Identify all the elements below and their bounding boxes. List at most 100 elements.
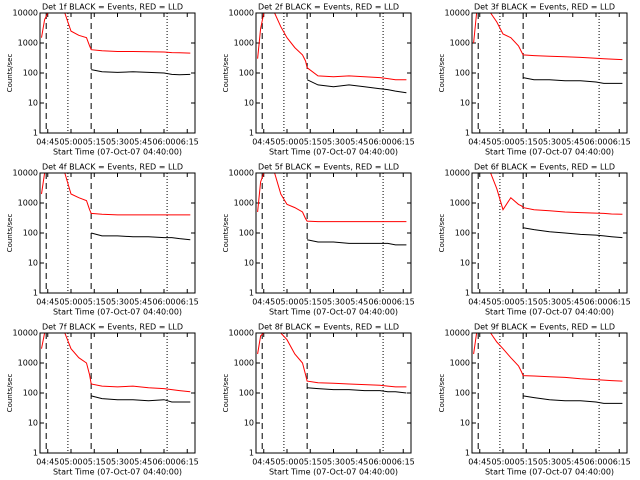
x-tick-label: 05:15 bbox=[515, 458, 538, 467]
y-tick-label: 1000 bbox=[450, 199, 470, 208]
plot-frame bbox=[39, 12, 196, 134]
chart-title: Det 3f BLACK = Events, RED = LLD bbox=[474, 3, 615, 12]
plot-frame bbox=[471, 172, 628, 294]
x-axis-label: Start Time (07-Oct-07 04:40:00) bbox=[485, 148, 614, 157]
data-line bbox=[523, 395, 623, 404]
y-tick-label: 1000 bbox=[18, 359, 38, 368]
plot-frame bbox=[39, 172, 196, 294]
y-tick-label: 10 bbox=[244, 259, 254, 268]
y-tick-label: 10000 bbox=[445, 9, 470, 18]
x-tick-label: 05:00 bbox=[275, 138, 298, 147]
y-tick-label: 10 bbox=[244, 99, 254, 108]
y-tick-label: 10 bbox=[28, 259, 38, 268]
x-tick-label: 05:30 bbox=[106, 458, 129, 467]
y-tick-label: 10000 bbox=[229, 169, 254, 178]
y-tick-label: 10 bbox=[460, 419, 470, 428]
y-axis-label: Counts/sec bbox=[6, 54, 14, 93]
x-tick-label: 05:00 bbox=[275, 458, 298, 467]
data-line bbox=[473, 12, 623, 61]
y-tick-label: 1000 bbox=[450, 359, 470, 368]
x-tick-label: 06:00 bbox=[152, 138, 175, 147]
data-line bbox=[257, 12, 407, 81]
y-tick-label: 100 bbox=[23, 229, 38, 238]
x-tick-label: 05:45 bbox=[561, 458, 584, 467]
y-tick-label: 10 bbox=[244, 419, 254, 428]
data-line bbox=[257, 172, 407, 223]
x-tick-label: 04:45 bbox=[36, 298, 59, 307]
x-tick-label: 04:45 bbox=[252, 298, 275, 307]
y-tick-label: 1 bbox=[249, 449, 254, 458]
x-tick-label: 05:30 bbox=[322, 458, 345, 467]
y-tick-label: 1 bbox=[249, 129, 254, 138]
x-axis-label: Start Time (07-Oct-07 04:40:00) bbox=[485, 468, 614, 477]
data-line bbox=[307, 387, 407, 394]
y-tick-label: 100 bbox=[455, 229, 470, 238]
x-tick-label: 06:00 bbox=[584, 298, 607, 307]
x-tick-label: 05:00 bbox=[491, 138, 514, 147]
plot-frame bbox=[255, 332, 412, 454]
x-tick-label: 05:45 bbox=[129, 138, 152, 147]
chart-title: Det 4f BLACK = Events, RED = LLD bbox=[42, 163, 183, 172]
y-tick-label: 1000 bbox=[18, 39, 38, 48]
plot-frame bbox=[39, 332, 196, 454]
y-tick-label: 100 bbox=[239, 69, 254, 78]
x-tick-label: 06:00 bbox=[152, 458, 175, 467]
y-axis-label: Counts/sec bbox=[438, 374, 446, 413]
y-tick-label: 1 bbox=[465, 129, 470, 138]
data-line bbox=[91, 232, 191, 241]
x-tick-label: 06:15 bbox=[176, 138, 199, 147]
data-line bbox=[257, 332, 407, 388]
data-line bbox=[473, 332, 623, 382]
y-tick-label: 1000 bbox=[234, 39, 254, 48]
y-tick-label: 100 bbox=[455, 69, 470, 78]
y-tick-label: 1 bbox=[249, 289, 254, 298]
y-tick-label: 1 bbox=[33, 129, 38, 138]
x-tick-label: 05:15 bbox=[299, 298, 322, 307]
x-tick-label: 05:15 bbox=[83, 138, 106, 147]
x-tick-label: 05:15 bbox=[299, 138, 322, 147]
x-tick-label: 06:00 bbox=[152, 298, 175, 307]
y-axis-label: Counts/sec bbox=[222, 374, 230, 413]
y-tick-label: 1000 bbox=[234, 359, 254, 368]
y-tick-label: 10 bbox=[460, 99, 470, 108]
y-tick-label: 1000 bbox=[18, 199, 38, 208]
data-line bbox=[306, 79, 407, 94]
y-tick-label: 1 bbox=[465, 289, 470, 298]
x-tick-label: 06:15 bbox=[608, 298, 631, 307]
x-tick-label: 05:30 bbox=[538, 298, 561, 307]
x-tick-label: 05:30 bbox=[322, 298, 345, 307]
y-tick-label: 100 bbox=[23, 389, 38, 398]
x-tick-label: 06:00 bbox=[368, 138, 391, 147]
x-tick-label: 05:00 bbox=[491, 298, 514, 307]
x-tick-label: 04:45 bbox=[252, 138, 275, 147]
chart-title: Det 7f BLACK = Events, RED = LLD bbox=[42, 323, 183, 332]
x-tick-label: 05:30 bbox=[538, 458, 561, 467]
x-tick-label: 06:15 bbox=[392, 138, 415, 147]
x-tick-label: 05:00 bbox=[59, 298, 82, 307]
y-axis-label: Counts/sec bbox=[222, 214, 230, 253]
x-tick-label: 05:00 bbox=[59, 458, 82, 467]
x-tick-label: 04:45 bbox=[468, 298, 491, 307]
chart-title: Det 9f BLACK = Events, RED = LLD bbox=[474, 323, 615, 332]
x-tick-label: 05:15 bbox=[83, 458, 106, 467]
chart-title: Det 5f BLACK = Events, RED = LLD bbox=[258, 163, 399, 172]
y-axis-label: Counts/sec bbox=[6, 214, 14, 253]
x-tick-label: 06:00 bbox=[368, 298, 391, 307]
y-tick-label: 10000 bbox=[229, 329, 254, 338]
x-tick-label: 06:15 bbox=[176, 458, 199, 467]
x-axis-label: Start Time (07-Oct-07 04:40:00) bbox=[269, 468, 398, 477]
x-tick-label: 04:45 bbox=[468, 458, 491, 467]
x-tick-label: 04:45 bbox=[36, 458, 59, 467]
y-tick-label: 1000 bbox=[234, 199, 254, 208]
x-tick-label: 05:30 bbox=[538, 138, 561, 147]
y-tick-label: 100 bbox=[239, 229, 254, 238]
x-tick-label: 06:15 bbox=[176, 298, 199, 307]
x-tick-label: 05:30 bbox=[322, 138, 345, 147]
y-tick-label: 10000 bbox=[445, 169, 470, 178]
x-tick-label: 06:00 bbox=[368, 458, 391, 467]
y-tick-label: 100 bbox=[23, 69, 38, 78]
chart-title: Det 8f BLACK = Events, RED = LLD bbox=[258, 323, 399, 332]
y-tick-label: 1 bbox=[33, 289, 38, 298]
x-tick-label: 06:00 bbox=[584, 138, 607, 147]
x-tick-label: 06:15 bbox=[392, 458, 415, 467]
